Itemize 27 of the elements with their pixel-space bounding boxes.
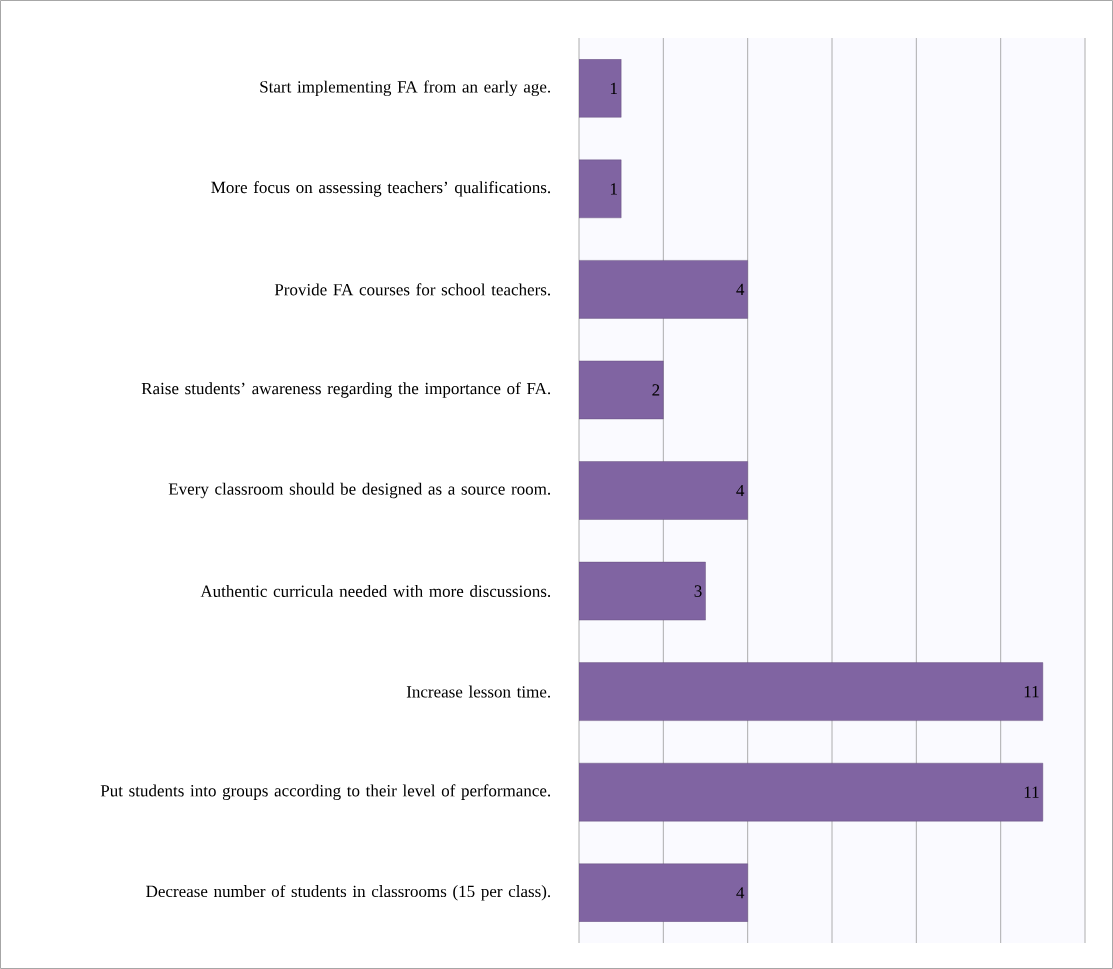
data-label: 4 bbox=[736, 484, 745, 497]
y-tick-label: Provide FA courses for school teachers. bbox=[274, 283, 551, 296]
data-label: 1 bbox=[610, 183, 617, 195]
bar bbox=[579, 159, 622, 219]
y-tick-label: Raise students’ awareness regarding the importance of FA. bbox=[141, 382, 551, 398]
data-label: 2 bbox=[652, 384, 660, 396]
data-label: 4 bbox=[736, 283, 745, 295]
bar bbox=[579, 863, 748, 922]
bar bbox=[579, 561, 706, 621]
data-label: 1 bbox=[610, 82, 617, 94]
y-tick-label: Start implementing FA from an early age. bbox=[260, 80, 551, 97]
y-tick-label: Authentic curricula needed with more discussions. bbox=[200, 585, 551, 598]
bar bbox=[579, 360, 664, 420]
data-label: 11 bbox=[1024, 686, 1039, 698]
data-label: 3 bbox=[694, 585, 702, 597]
bar bbox=[579, 59, 622, 118]
y-tick-label: Decrease number of students in classrooms (15 per class). bbox=[146, 884, 551, 901]
y-tick-label: More focus on assessing teachers’ qualifications. bbox=[211, 181, 551, 197]
bar bbox=[579, 662, 1044, 721]
y-tick-label: Increase lesson time. bbox=[406, 685, 551, 698]
data-label: 4 bbox=[736, 887, 745, 899]
bar bbox=[579, 762, 1044, 822]
y-tick-label: Put students into groups according to their level of performance. bbox=[100, 784, 551, 800]
y-tick-label: Every classroom should be designed as a source room. bbox=[168, 482, 551, 499]
bar bbox=[579, 461, 748, 520]
bar bbox=[579, 260, 748, 319]
data-label: 11 bbox=[1024, 786, 1039, 798]
